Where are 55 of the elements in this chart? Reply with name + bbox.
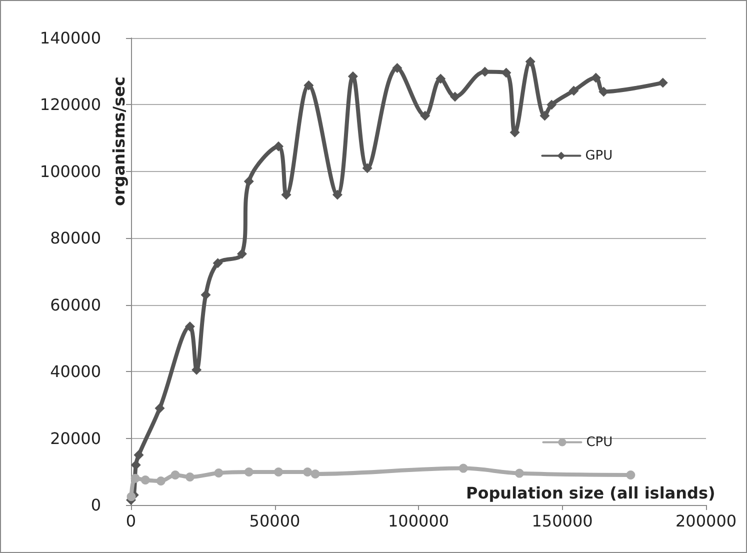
y-tick-label: 20000 xyxy=(50,428,101,448)
point xyxy=(236,248,247,259)
point xyxy=(130,474,140,483)
x-tick-label: 0 xyxy=(126,512,136,530)
y-tick-label: 120000 xyxy=(40,95,101,114)
point xyxy=(126,492,136,502)
y-tick-label: 0 xyxy=(90,496,101,514)
point xyxy=(273,141,284,152)
point xyxy=(525,56,536,67)
point xyxy=(134,450,144,460)
point xyxy=(362,163,372,174)
y-tick-label: 140000 xyxy=(40,28,101,48)
point xyxy=(156,476,166,486)
point xyxy=(244,467,254,476)
point xyxy=(304,80,314,90)
point xyxy=(450,92,460,102)
point xyxy=(392,63,402,74)
x-tick-label: 200000 xyxy=(675,512,737,530)
point xyxy=(310,469,320,478)
y-tick-label: 40000 xyxy=(50,362,101,382)
point xyxy=(274,467,283,476)
y-tick-label: 60000 xyxy=(50,295,101,314)
point xyxy=(514,468,524,478)
point xyxy=(501,68,512,78)
point xyxy=(303,467,312,476)
point xyxy=(214,468,224,478)
x-axis-title: Population size (all islands) xyxy=(466,484,716,502)
point xyxy=(626,470,636,480)
point xyxy=(281,190,292,200)
point xyxy=(170,470,180,480)
point xyxy=(568,86,579,96)
point xyxy=(200,290,211,300)
point xyxy=(212,258,223,268)
y-axis-title: organisms/sec xyxy=(110,76,128,206)
point xyxy=(332,190,342,200)
legend-label: CPU xyxy=(586,434,613,450)
point xyxy=(546,100,557,110)
point xyxy=(140,475,150,484)
y-tick-label: 100000 xyxy=(40,162,101,181)
point xyxy=(130,460,141,470)
point xyxy=(658,78,668,88)
point xyxy=(184,322,195,332)
x-tick-label: 100000 xyxy=(388,512,450,530)
point xyxy=(154,403,165,414)
point xyxy=(540,110,550,121)
x-tick-label: 50000 xyxy=(249,512,300,530)
point xyxy=(436,74,446,84)
point xyxy=(185,472,194,482)
legend-label: GPU xyxy=(585,148,613,164)
point xyxy=(458,464,468,473)
point xyxy=(590,72,601,83)
x-tick-label: 150000 xyxy=(532,512,593,530)
point xyxy=(244,176,254,186)
point xyxy=(420,110,430,121)
y-tick-label: 80000 xyxy=(50,228,101,248)
